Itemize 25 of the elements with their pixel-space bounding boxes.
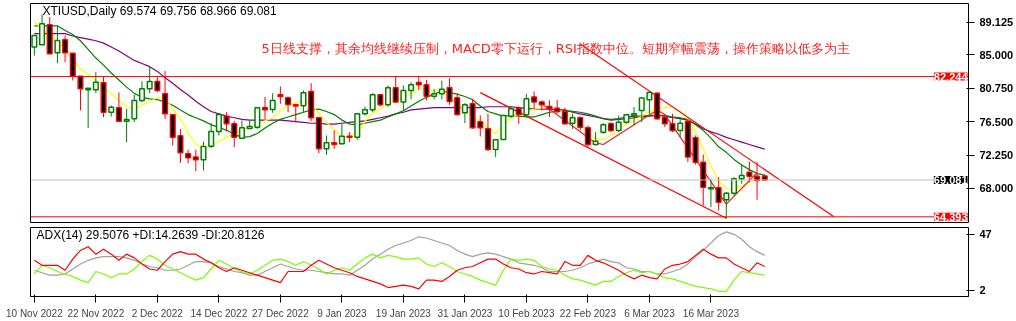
x-tick-label: 22 Feb 2023 [559,307,617,319]
x-tick-label: 16 Mar 2023 [682,307,740,319]
x-tick-label: 10 Nov 2022 [5,307,64,319]
x-tick-label: 19 Jan 2023 [375,307,432,319]
chart-title: ADX(14) 29.5076 +DI:14.2639 -DI:20.8126 [36,227,265,242]
y-tick-label: 76.500 [979,115,1014,128]
x-tick-label: 31 Jan 2023 [437,307,493,319]
y-tick-label: 80.750 [979,82,1014,95]
y-tick-label: 89.125 [979,16,1014,29]
ref-line-label: 82.244 [933,70,969,83]
y-tick-label: 72.250 [979,149,1014,162]
x-tick-label: 2 Dec 2022 [131,307,184,319]
x-tick-label: 22 Nov 2022 [67,307,125,319]
x-tick-label: 10 Feb 2023 [498,307,555,319]
y-tick-label: 85.000 [979,48,1014,61]
y-tick-label: 2 [979,284,986,297]
y-tick-label: 68.000 [979,182,1014,195]
x-tick-label: 27 Dec 2022 [252,307,310,319]
ref-line-label: 64.393 [933,210,968,223]
x-tick-label: 6 Mar 2023 [624,307,676,319]
chart-title: XTIUSD,Daily 69.574 69.756 68.966 69.081 [42,3,277,18]
y-tick-label: 47 [979,228,992,241]
ref-line-label: 69.081 [933,173,968,186]
x-tick-label: 14 Dec 2022 [190,307,248,319]
x-tick-label: 9 Jan 2023 [317,307,368,319]
